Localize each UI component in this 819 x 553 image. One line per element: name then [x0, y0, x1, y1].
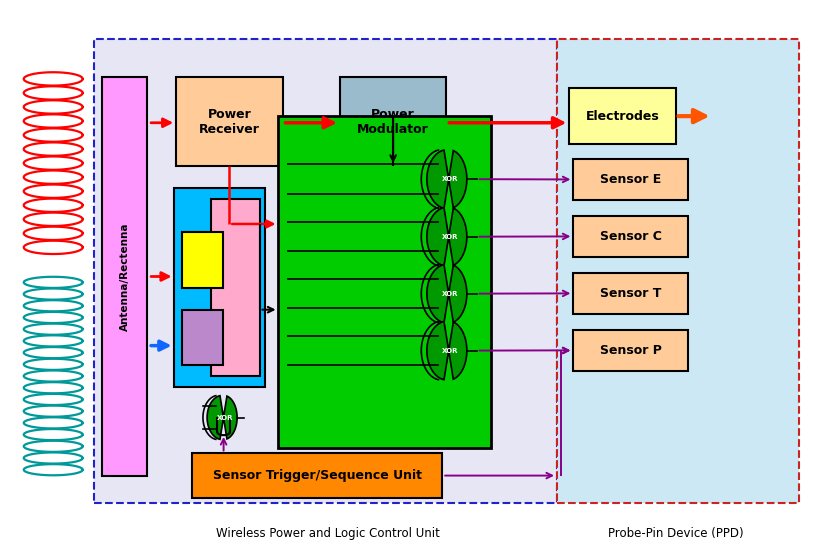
Bar — [192, 453, 442, 498]
Polygon shape — [427, 264, 467, 323]
Polygon shape — [427, 150, 467, 208]
Text: XOR: XOR — [442, 176, 459, 182]
Bar — [278, 116, 491, 448]
Bar — [176, 77, 283, 166]
Text: Sensor T: Sensor T — [600, 287, 661, 300]
Text: Wireless Power and Logic Control Unit: Wireless Power and Logic Control Unit — [215, 527, 440, 540]
Bar — [573, 273, 688, 314]
Text: XOR: XOR — [442, 348, 459, 353]
Text: XOR: XOR — [216, 415, 233, 420]
Bar — [557, 39, 799, 503]
Bar — [182, 232, 223, 288]
Bar — [174, 188, 265, 387]
Bar — [211, 199, 260, 376]
Bar — [182, 310, 223, 365]
Polygon shape — [207, 396, 237, 439]
Text: Probe-Pin Device (PPD): Probe-Pin Device (PPD) — [608, 527, 744, 540]
Text: Sensor Trigger/Sequence Unit: Sensor Trigger/Sequence Unit — [213, 469, 422, 482]
Text: Power
Modulator: Power Modulator — [357, 108, 429, 135]
Polygon shape — [427, 207, 467, 266]
Bar — [340, 77, 446, 166]
Bar — [573, 216, 688, 257]
Text: Antenna/Rectenna: Antenna/Rectenna — [120, 222, 130, 331]
Bar — [102, 77, 147, 476]
Text: XOR: XOR — [442, 234, 459, 239]
Text: XOR: XOR — [442, 291, 459, 296]
Bar — [569, 88, 676, 144]
Text: Electrodes: Electrodes — [586, 109, 659, 123]
Text: Sensor P: Sensor P — [600, 344, 662, 357]
Bar — [573, 330, 688, 371]
Bar — [94, 39, 557, 503]
Bar — [573, 159, 688, 200]
Text: Sensor C: Sensor C — [600, 230, 662, 243]
Text: Sensor E: Sensor E — [600, 173, 661, 186]
Polygon shape — [427, 321, 467, 380]
Text: Power
Receiver: Power Receiver — [199, 108, 260, 135]
